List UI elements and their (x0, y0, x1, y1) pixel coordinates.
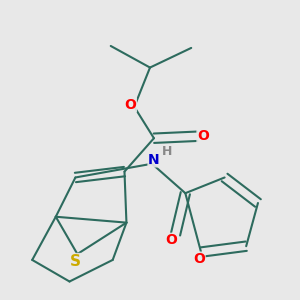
Text: S: S (70, 254, 81, 268)
Text: O: O (166, 233, 178, 247)
Text: H: H (162, 146, 172, 158)
Text: O: O (124, 98, 136, 112)
Text: N: N (148, 153, 160, 167)
Text: O: O (197, 129, 209, 143)
Text: O: O (193, 252, 205, 266)
